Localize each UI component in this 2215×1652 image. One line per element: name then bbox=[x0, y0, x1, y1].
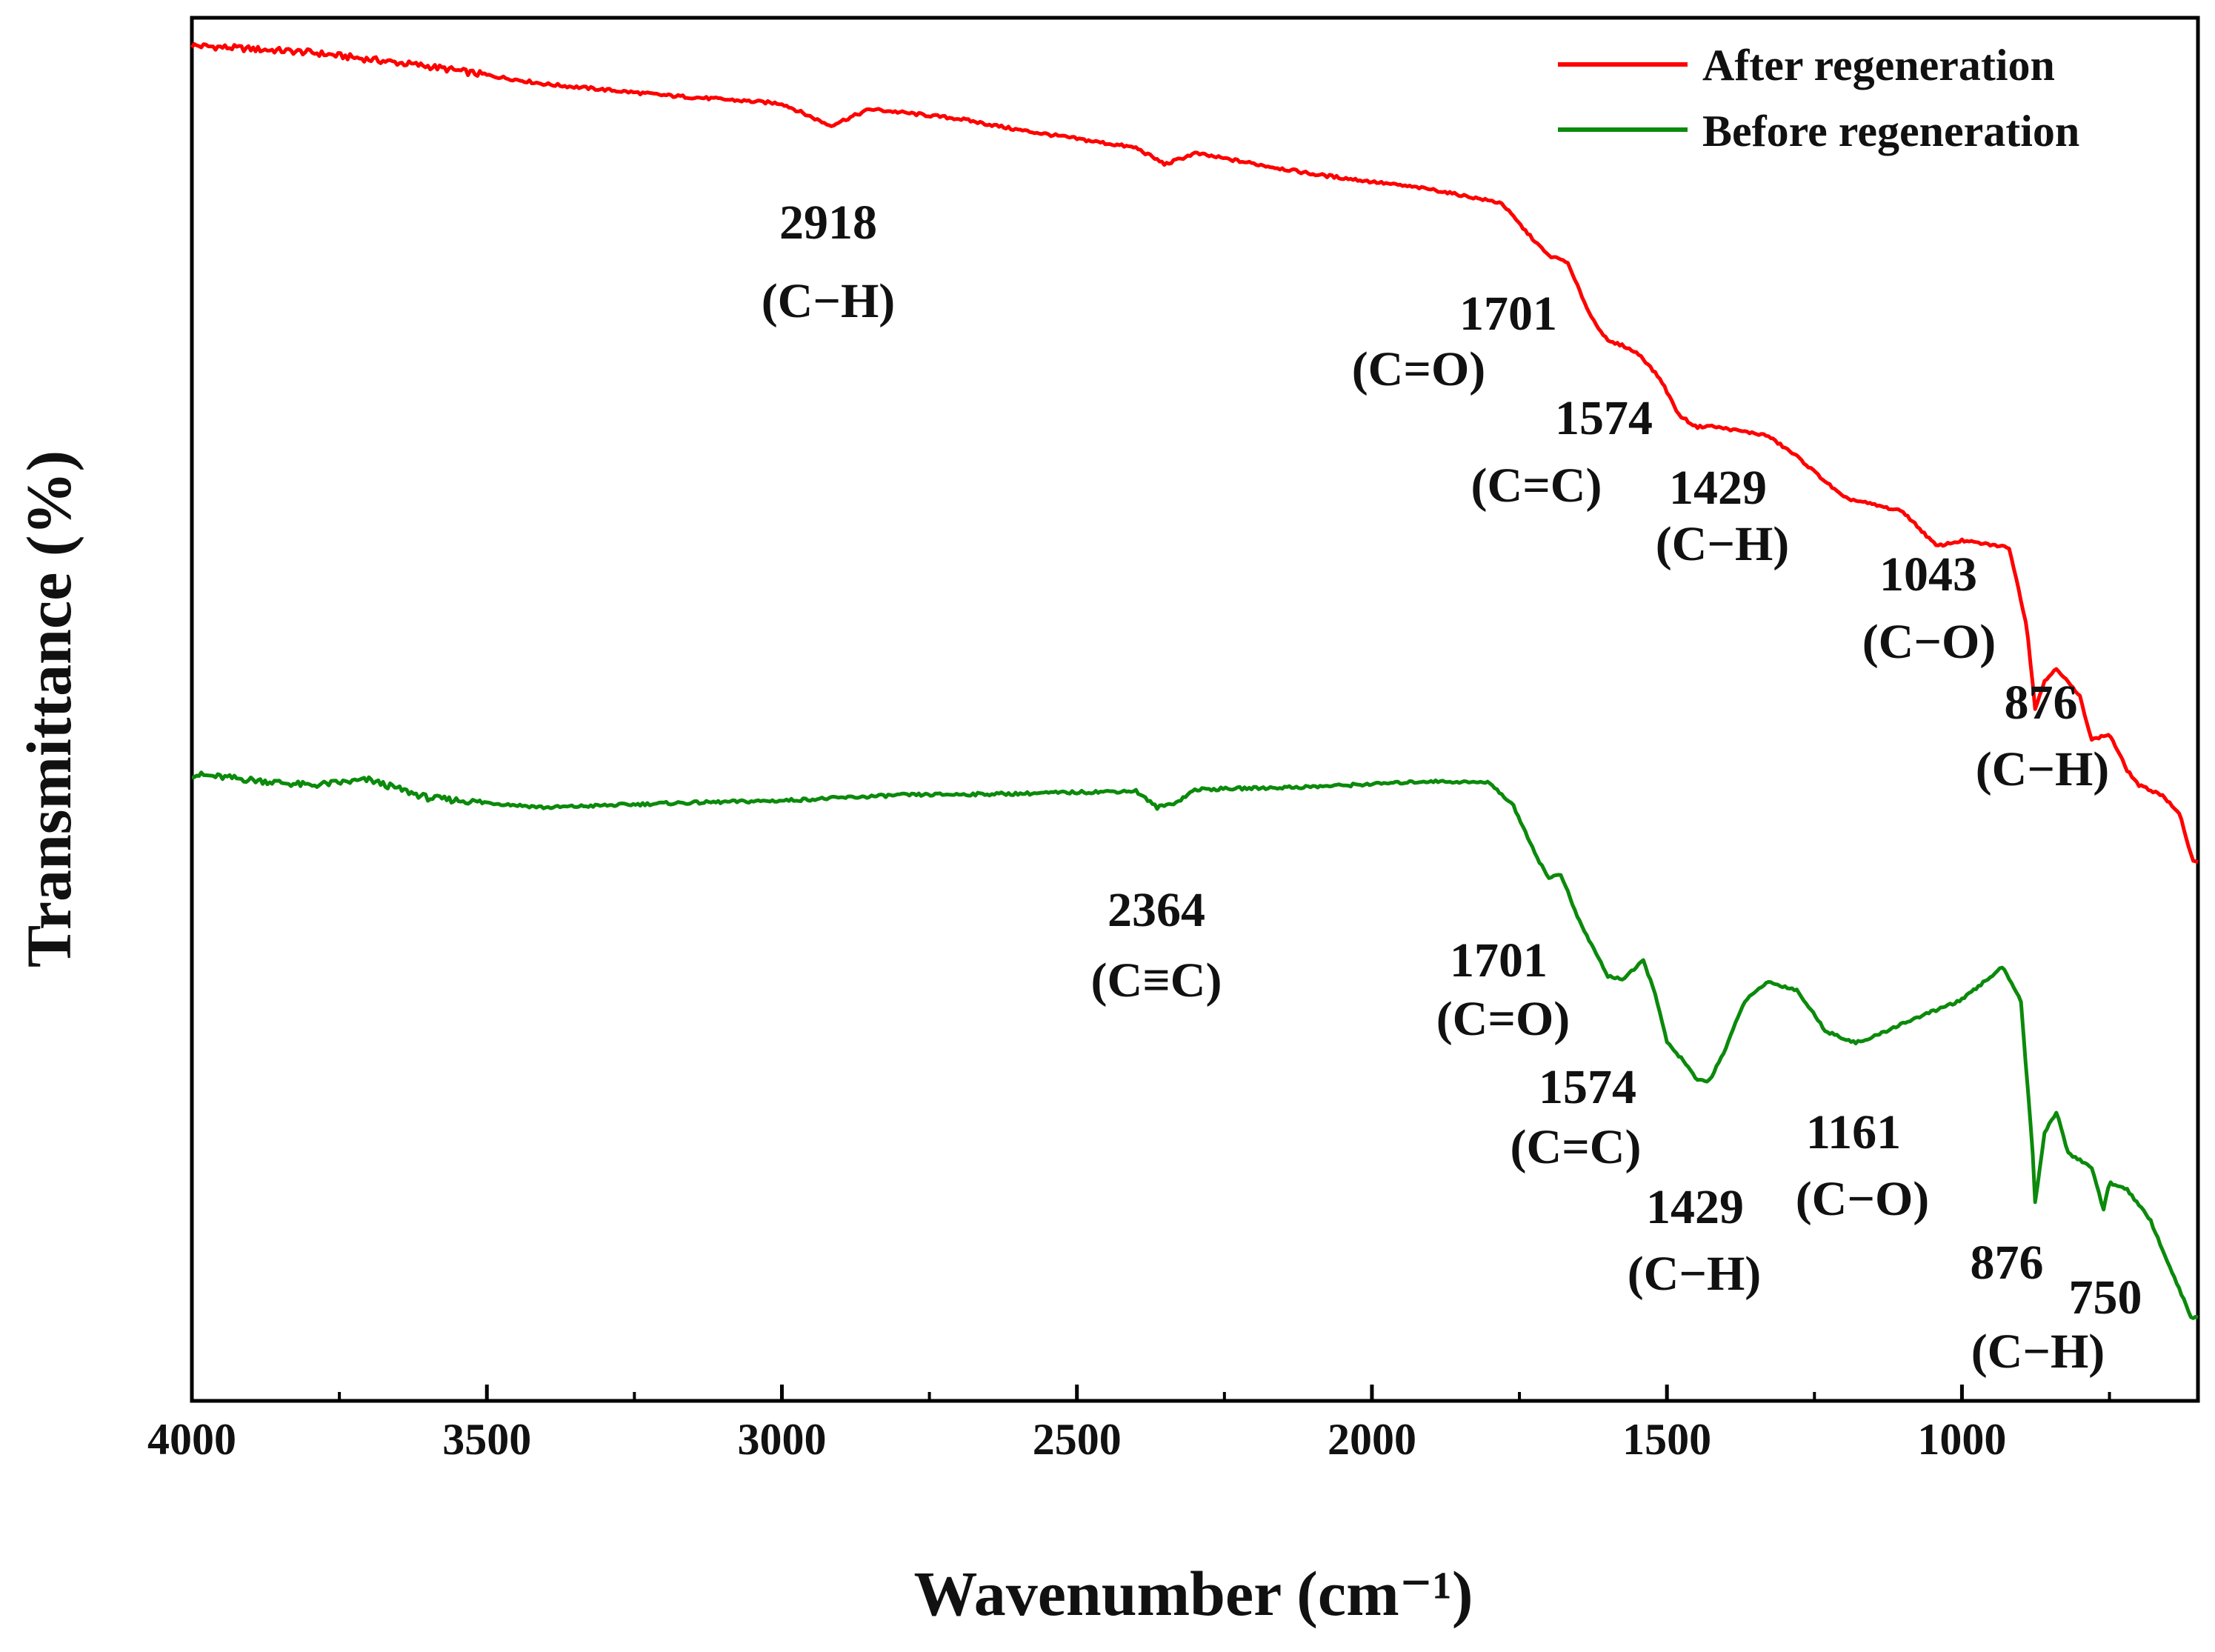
annotation-value: 750 bbox=[2069, 1270, 2142, 1325]
legend-label-before-regeneration: Before regeneration bbox=[1702, 107, 2079, 156]
annotation-value: 1574 bbox=[1555, 391, 1653, 445]
annotation-assignment: (C≡C) bbox=[1091, 953, 1222, 1007]
legend: After regeneration Before regeneration bbox=[1558, 41, 2079, 156]
annotation-value: 1429 bbox=[1646, 1180, 1744, 1234]
annotation-assignment: (C−H) bbox=[1656, 517, 1790, 571]
x-axis-ticks: 4000 3500 3000 2500 2000 1500 1000 bbox=[147, 1385, 2111, 1464]
x-tick-label: 2000 bbox=[1328, 1415, 1416, 1464]
y-axis-title: Transmittance (%) bbox=[13, 450, 84, 967]
series-line-before-regeneration bbox=[191, 770, 2199, 1320]
annotation-value: 2918 bbox=[779, 196, 877, 250]
annotation-assignment: (C=C) bbox=[1471, 459, 1602, 513]
annotation-assignment: (C=O) bbox=[1436, 992, 1571, 1046]
annotation-assignment: (C=O) bbox=[1352, 342, 1486, 396]
annotation-assignment: (C−H) bbox=[1976, 742, 2110, 796]
x-axis-title: Wavenumber (cm⁻¹) bbox=[913, 1558, 1473, 1629]
annotation-assignment: (C−H) bbox=[1971, 1325, 2105, 1379]
annotation-value: 2364 bbox=[1108, 883, 1205, 937]
x-tick-label: 3500 bbox=[442, 1415, 531, 1464]
plot-frame bbox=[190, 16, 2200, 1403]
x-tick-label: 1500 bbox=[1622, 1415, 1711, 1464]
annotation-value: 1574 bbox=[1539, 1060, 1636, 1114]
annotation-value: 1161 bbox=[1806, 1105, 1901, 1159]
annotation-value: 1701 bbox=[1450, 933, 1548, 987]
annotation-assignment: (C−O) bbox=[1796, 1172, 1930, 1226]
annotation-value: 876 bbox=[2005, 676, 2078, 730]
annotation-value: 876 bbox=[1971, 1236, 2044, 1290]
annotation-assignment: (C−O) bbox=[1862, 615, 1996, 669]
peak-annotations: 2918 (C−H) 1701 (C=O) 1574 (C=C) 1429 (C… bbox=[762, 196, 2142, 1379]
annotation-assignment: (C=C) bbox=[1510, 1120, 1642, 1174]
x-tick-label: 1000 bbox=[1917, 1415, 2006, 1464]
annotation-assignment: (C−H) bbox=[1628, 1247, 1762, 1301]
legend-label-after-regeneration: After regeneration bbox=[1702, 41, 2055, 90]
series-line-after-regeneration bbox=[190, 42, 2199, 865]
annotation-assignment: (C−H) bbox=[762, 274, 896, 328]
x-tick-label: 2500 bbox=[1033, 1415, 1122, 1464]
x-tick-label: 3000 bbox=[737, 1415, 826, 1464]
x-tick-label: 4000 bbox=[147, 1415, 236, 1464]
annotation-value: 1701 bbox=[1459, 287, 1557, 341]
annotation-value: 1429 bbox=[1669, 461, 1767, 515]
annotation-value: 1043 bbox=[1879, 547, 1977, 602]
